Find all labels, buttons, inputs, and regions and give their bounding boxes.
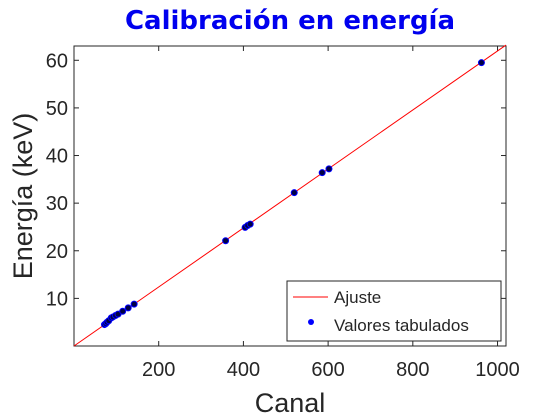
y-tick-label: 30: [46, 193, 68, 215]
chart-title: Calibración en energía: [125, 6, 455, 36]
x-tick-label: 1000: [475, 359, 520, 381]
data-point: [119, 307, 127, 315]
y-axis-label: Energía (keV): [8, 113, 38, 280]
x-tick-label: 200: [142, 359, 175, 381]
data-point: [325, 165, 333, 173]
x-axis-label: Canal: [255, 388, 326, 418]
y-tick-label: 40: [46, 146, 68, 168]
data-point: [477, 59, 485, 67]
data-point: [130, 300, 138, 308]
data-point: [246, 220, 254, 228]
fit-line-group: [73, 44, 507, 347]
legend: Ajuste Valores tabulados: [286, 280, 502, 342]
x-tick-label: 400: [227, 359, 260, 381]
data-point: [222, 237, 230, 245]
legend-points-label: Valores tabulados: [334, 316, 469, 335]
data-point: [124, 304, 132, 312]
y-tick-label: 20: [46, 241, 68, 263]
legend-points-swatch: [308, 319, 314, 325]
data-point: [318, 169, 326, 177]
y-tick-label: 50: [46, 98, 68, 120]
y-tick-label: 60: [46, 50, 68, 72]
data-point: [290, 189, 298, 197]
axis-ticks: 200 400 600 800 1000 10 20 30 40 50 60: [46, 46, 520, 381]
legend-fit-label: Ajuste: [334, 288, 381, 307]
legend-box: [286, 280, 502, 342]
x-tick-label: 800: [396, 359, 429, 381]
data-points: [100, 59, 485, 329]
x-tick-label: 600: [311, 359, 344, 381]
y-tick-label: 10: [46, 288, 68, 310]
fit-line: [73, 44, 507, 347]
